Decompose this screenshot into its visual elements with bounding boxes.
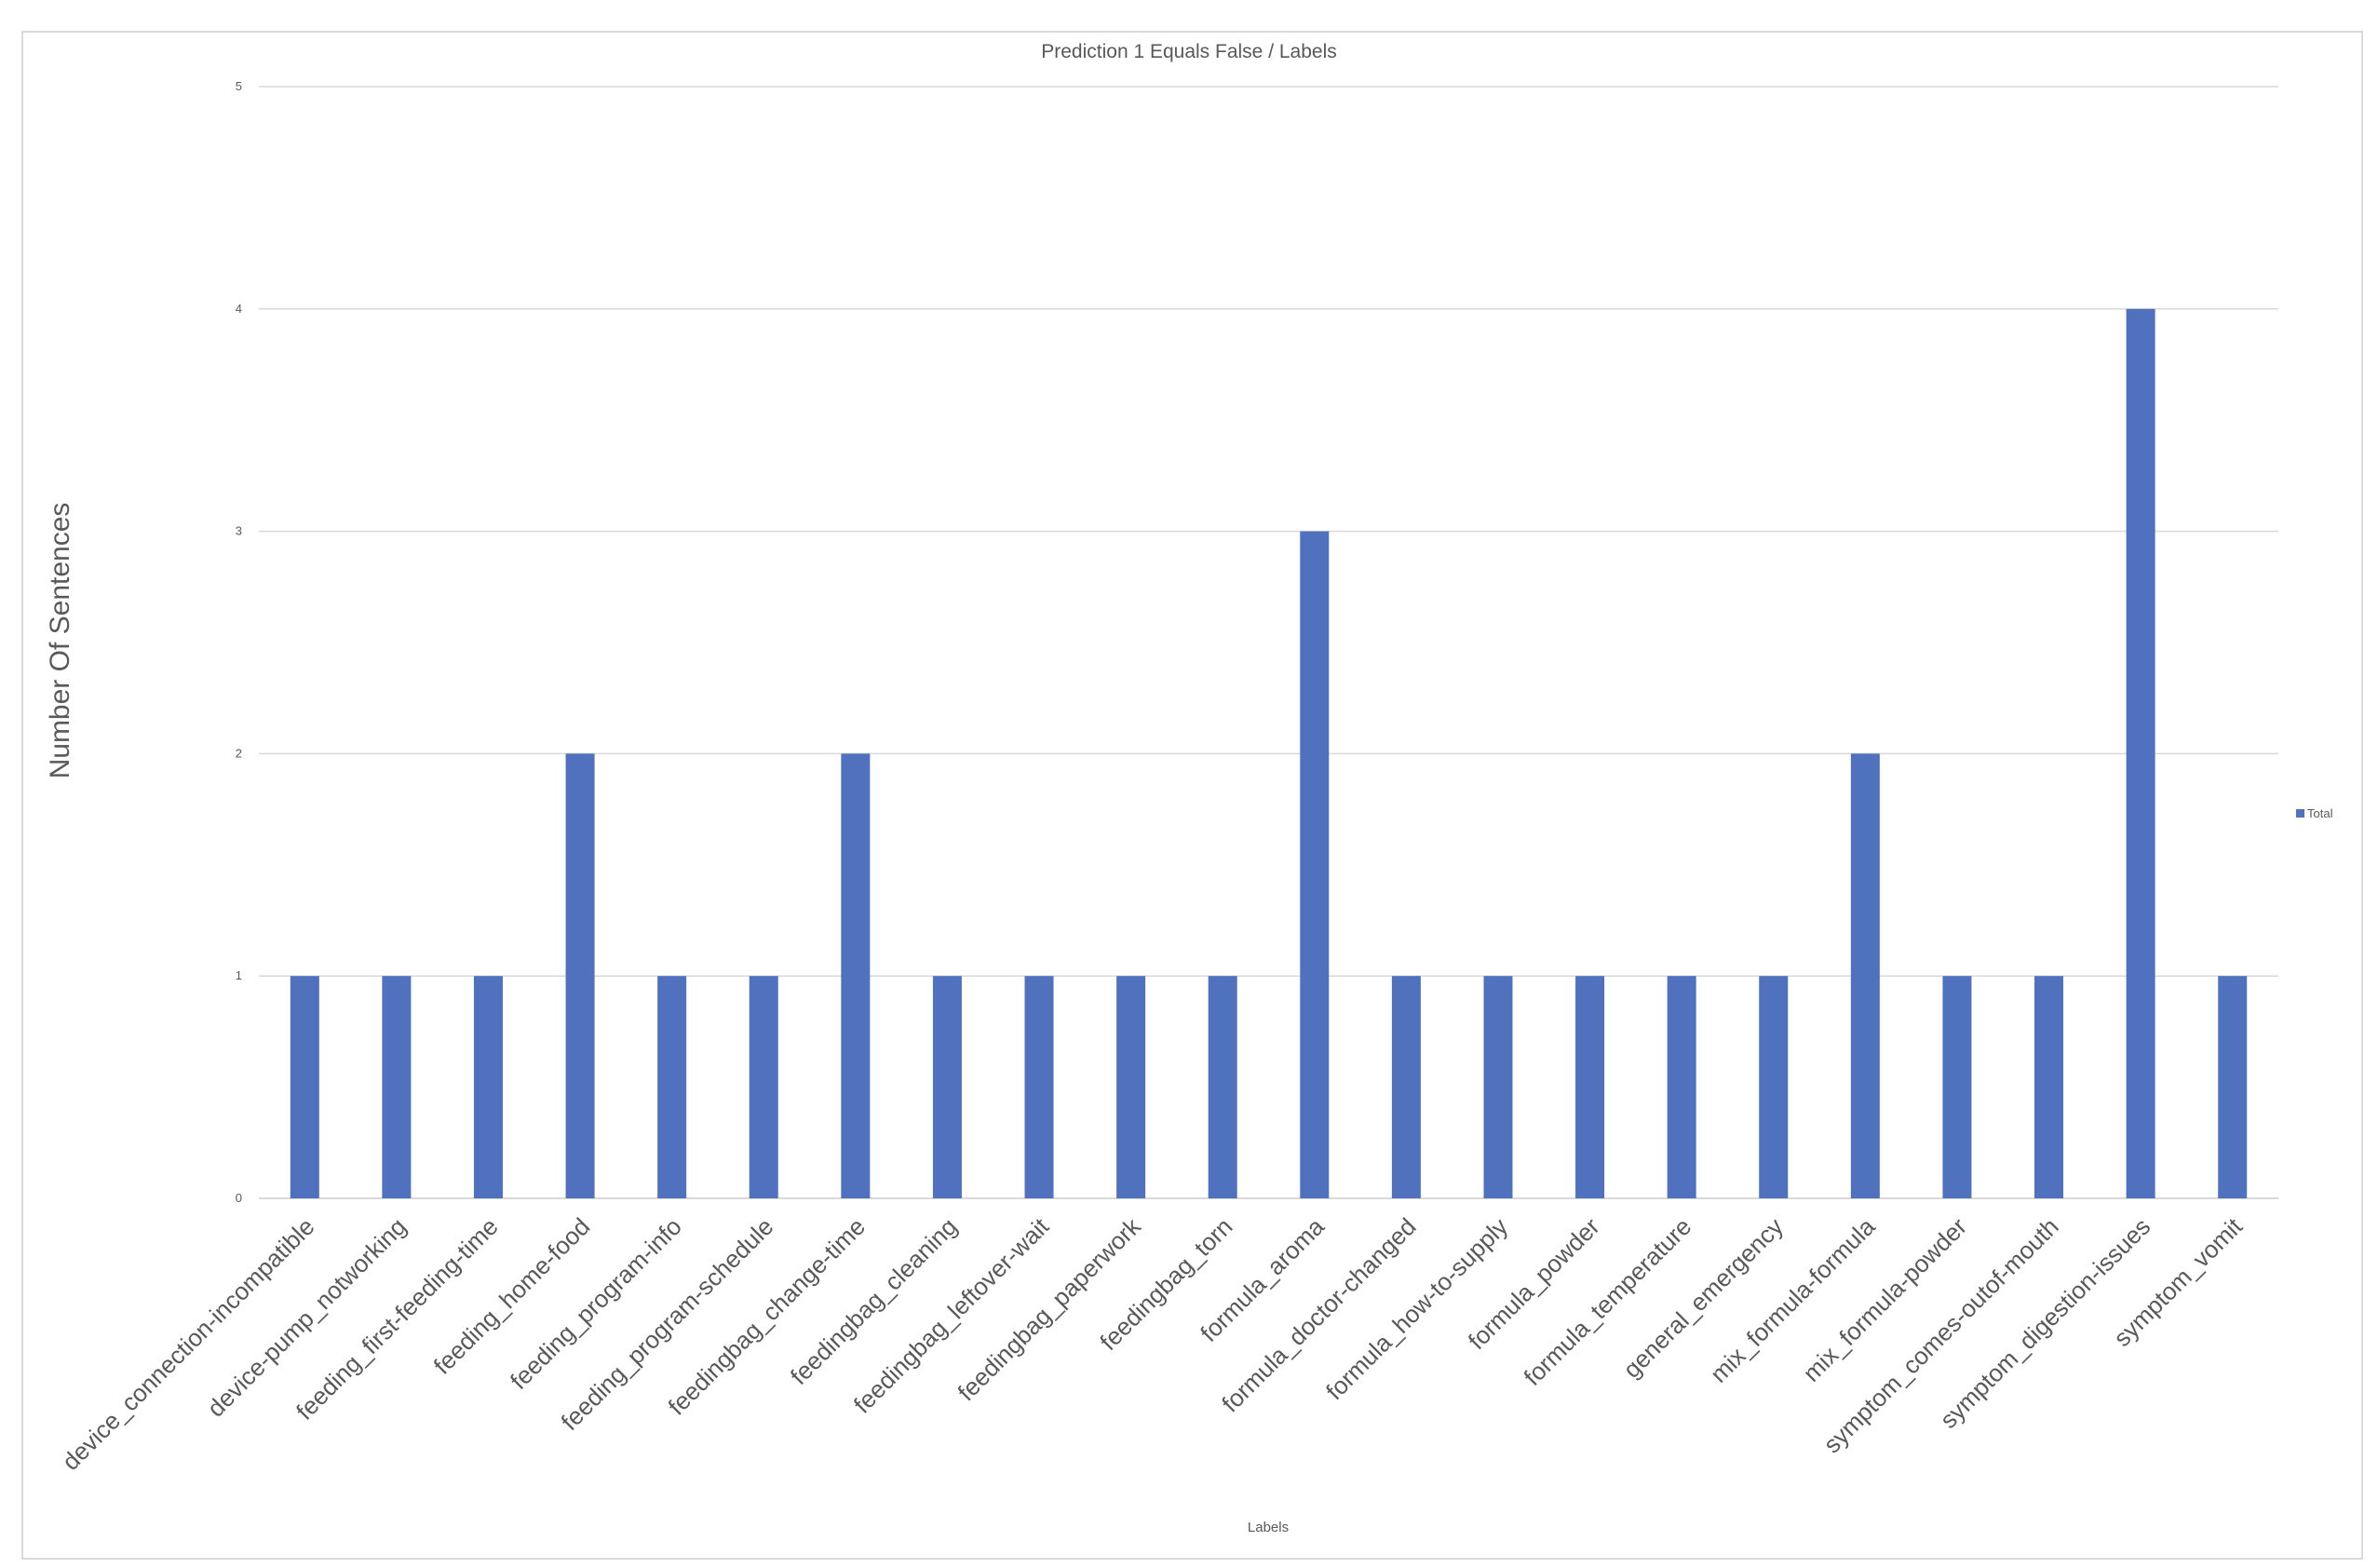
- legend-label: Total: [2307, 806, 2333, 820]
- bar: [565, 753, 595, 1198]
- bar: [749, 976, 778, 1198]
- x-axis-title: Labels: [1247, 1520, 1290, 1535]
- bar: [657, 976, 687, 1198]
- x-tick-label: feeding_program-info: [505, 1212, 687, 1395]
- bar: [1759, 976, 1789, 1198]
- bar: [1942, 976, 1972, 1198]
- legend-swatch: [2296, 809, 2304, 818]
- x-tick-label: mix_formula-powder: [1797, 1212, 1972, 1387]
- y-tick-label: 2: [236, 746, 242, 760]
- x-tick-label: feedingbag_paperwork: [953, 1211, 1147, 1406]
- bar: [2034, 976, 2064, 1198]
- bar: [382, 976, 412, 1198]
- y-tick-label: 3: [236, 524, 242, 538]
- chart-frame: [21, 31, 2363, 1560]
- x-tick-label: mix_formula-formula: [1705, 1212, 1881, 1388]
- x-tick-label: formula_temperature: [1519, 1212, 1697, 1391]
- bar: [2126, 308, 2155, 1198]
- bar: [1116, 976, 1146, 1198]
- bar: [1850, 753, 1880, 1198]
- bar: [473, 976, 503, 1198]
- x-tick-label: general_emergency: [1617, 1212, 1789, 1384]
- x-tick-label: feedingbag_cleaning: [785, 1212, 963, 1390]
- bar: [1024, 976, 1054, 1198]
- bar: [1208, 976, 1237, 1198]
- x-tick-label: feeding_home-food: [428, 1212, 596, 1380]
- bar: [1575, 976, 1605, 1198]
- x-tick-label: formula_how-to-supply: [1320, 1212, 1513, 1405]
- bar: [841, 753, 871, 1198]
- y-tick-label: 1: [236, 968, 242, 982]
- bar: [932, 976, 962, 1198]
- chart-title: Prediction 1 Equals False / Labels: [1041, 41, 1337, 62]
- bar: [2218, 976, 2248, 1198]
- bar: [1391, 976, 1421, 1198]
- legend: Total: [2296, 806, 2332, 820]
- bar: [1300, 531, 1330, 1198]
- bar: [1667, 976, 1696, 1198]
- bar: [1483, 976, 1513, 1198]
- bar: [290, 976, 319, 1198]
- y-tick-label: 4: [236, 302, 242, 316]
- y-tick-label: 5: [236, 79, 242, 93]
- y-tick-label: 0: [236, 1191, 242, 1205]
